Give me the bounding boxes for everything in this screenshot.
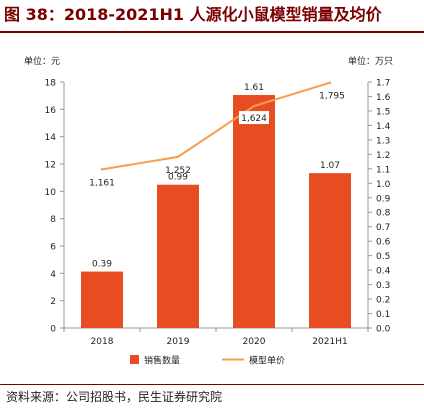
right-tick-label: 0.6: [376, 238, 391, 248]
x-tick-label: 2020: [243, 337, 266, 347]
x-tick-label: 2018: [91, 337, 114, 347]
left-tick-label: 10: [45, 188, 57, 198]
bar: [309, 173, 351, 328]
legend-line-label: 模型单价: [249, 355, 285, 367]
right-tick-label: 1.5: [376, 107, 390, 117]
price-value-label: 1,252: [165, 166, 191, 176]
right-tick-label: 0.2: [376, 296, 390, 306]
chart: 单位：元 单位：万只 0 2 4 6 8 10 12 14 16 18 0.0 0.1 0.2 0.3 0.…: [24, 55, 393, 367]
bar: [233, 95, 275, 328]
left-tick-label: 6: [50, 243, 56, 253]
price-value-label: 1,161: [89, 178, 115, 188]
x-tick-label: 2019: [167, 337, 190, 347]
data-labels: 0.39 0.99 1.61 1.07 1,161 1,252 1,624 1,795: [89, 83, 345, 270]
right-tick-label: 1.1: [376, 165, 390, 175]
bar-value-label: 0.39: [92, 260, 112, 270]
right-tick-label: 1.2: [376, 151, 390, 161]
bar-value-label: 1.61: [244, 83, 264, 93]
title-rule: [0, 31, 424, 33]
price-label-bg: [239, 111, 269, 125]
bar: [157, 184, 199, 328]
left-tick-label: 8: [50, 215, 56, 225]
axes: 0 2 4 6 8 10 12 14 16 18 0.0 0.1 0.2 0.3 0.4 0.5 0.6 0.7 0…: [45, 79, 391, 348]
price-point: [328, 81, 332, 84]
source-note: 资料来源：公司招股书，民生证券研究院: [6, 390, 223, 404]
right-tick-label: 1.3: [376, 136, 390, 146]
right-tick-label: 1.4: [376, 122, 391, 132]
right-tick-label: 1.6: [376, 93, 391, 103]
left-tick-label: 18: [45, 79, 57, 89]
right-tick-label: 1.7: [376, 79, 390, 89]
legend: 销售数量 模型单价: [130, 355, 285, 367]
bars: [81, 95, 351, 328]
left-tick-label: 2: [50, 297, 56, 307]
left-tick-label: 4: [50, 270, 56, 280]
price-line: [100, 81, 332, 171]
right-tick-label: 0.7: [376, 223, 390, 233]
right-tick-label: 0.0: [376, 325, 391, 335]
price-value-label: 1,795: [319, 92, 345, 102]
price-point: [176, 155, 180, 159]
left-tick-label: 16: [45, 106, 57, 116]
left-tick-label: 0: [50, 325, 56, 335]
price-point: [100, 168, 104, 171]
x-tick-label: 2021H1: [312, 337, 347, 347]
bar: [81, 271, 123, 328]
left-tick-label: 14: [45, 133, 57, 143]
right-tick-label: 0.5: [376, 252, 390, 262]
source-rule: [0, 384, 424, 385]
right-tick-label: 0.1: [376, 310, 390, 320]
right-unit-label: 单位：万只: [348, 55, 393, 67]
legend-bar-swatch: [130, 355, 139, 364]
left-tick-label: 12: [45, 161, 56, 171]
left-unit-label: 单位：元: [24, 55, 60, 67]
right-tick-label: 0.9: [376, 194, 391, 204]
bar-value-label: 1.07: [320, 161, 340, 171]
price-value-label: 1,624: [241, 114, 267, 124]
legend-bar-label: 销售数量: [144, 355, 180, 367]
right-tick-label: 0.4: [376, 267, 391, 277]
right-tick-label: 0.3: [376, 281, 390, 291]
right-tick-label: 0.8: [376, 209, 391, 219]
chart-title: 图 38：2018-2021H1 人源化小鼠模型销量及均价: [4, 5, 382, 24]
price-line-path: [101, 81, 331, 171]
bar-value-label: 0.99: [168, 173, 188, 183]
right-tick-label: 1.0: [376, 180, 391, 190]
price-point: [252, 104, 256, 108]
